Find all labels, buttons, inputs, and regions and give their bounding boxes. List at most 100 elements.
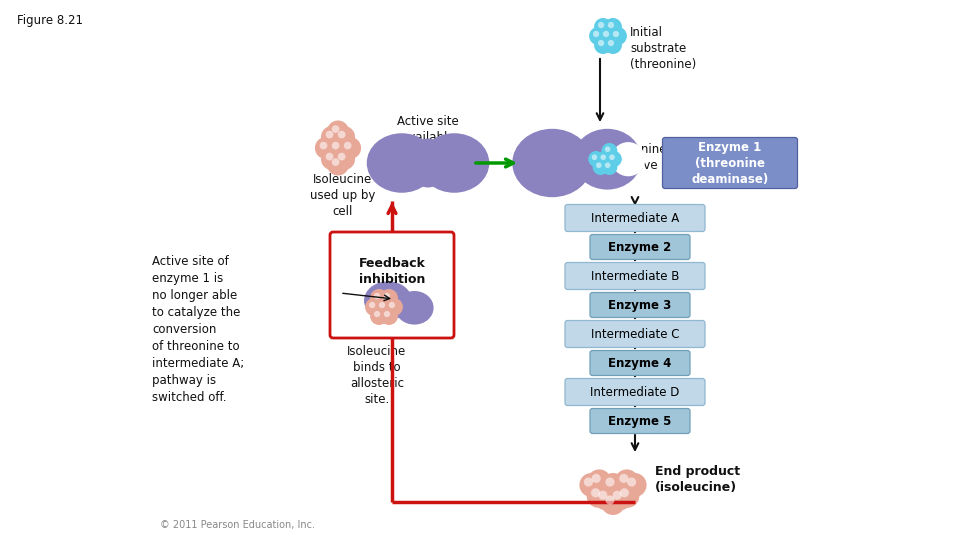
Text: Isoleucine
used up by
cell: Isoleucine used up by cell — [310, 173, 375, 218]
Circle shape — [321, 126, 343, 148]
Circle shape — [597, 151, 613, 167]
Circle shape — [374, 293, 380, 299]
Circle shape — [320, 141, 327, 150]
Circle shape — [325, 131, 333, 138]
Circle shape — [600, 154, 606, 160]
Circle shape — [610, 154, 614, 160]
Circle shape — [374, 311, 380, 317]
Text: Intermediate A: Intermediate A — [590, 212, 679, 225]
Circle shape — [612, 491, 622, 500]
Circle shape — [601, 491, 625, 515]
Ellipse shape — [420, 133, 490, 193]
Circle shape — [601, 143, 617, 159]
Circle shape — [623, 473, 647, 497]
Circle shape — [588, 151, 604, 167]
Circle shape — [604, 36, 622, 54]
Circle shape — [332, 141, 340, 150]
Ellipse shape — [573, 129, 641, 190]
Circle shape — [380, 307, 398, 325]
Circle shape — [601, 473, 625, 497]
Circle shape — [598, 40, 604, 46]
Text: © 2011 Pearson Education, Inc.: © 2011 Pearson Education, Inc. — [160, 520, 315, 530]
Text: Threonine
in active site: Threonine in active site — [607, 143, 683, 172]
Circle shape — [333, 148, 355, 170]
Circle shape — [321, 148, 343, 170]
Text: Active site
available: Active site available — [397, 115, 459, 144]
Text: Feedback
inhibition: Feedback inhibition — [359, 257, 425, 286]
Text: Isoleucine
binds to
allosteric
site.: Isoleucine binds to allosteric site. — [348, 345, 407, 406]
Circle shape — [591, 474, 601, 483]
Circle shape — [592, 159, 609, 175]
Text: Enzyme 4: Enzyme 4 — [609, 356, 672, 369]
Circle shape — [620, 488, 629, 497]
Text: Figure 8.21: Figure 8.21 — [17, 14, 83, 27]
FancyBboxPatch shape — [662, 138, 798, 188]
Circle shape — [606, 477, 614, 487]
Circle shape — [380, 289, 398, 307]
Circle shape — [580, 473, 604, 497]
Circle shape — [339, 137, 361, 159]
FancyBboxPatch shape — [565, 321, 705, 348]
Circle shape — [608, 22, 614, 28]
Circle shape — [598, 491, 608, 500]
FancyBboxPatch shape — [590, 408, 690, 434]
Circle shape — [594, 18, 612, 36]
Text: Enzyme 3: Enzyme 3 — [609, 299, 672, 312]
Circle shape — [612, 31, 619, 37]
Circle shape — [591, 488, 600, 497]
Circle shape — [606, 495, 614, 504]
FancyBboxPatch shape — [565, 262, 705, 289]
Circle shape — [587, 484, 611, 508]
Circle shape — [604, 18, 622, 36]
Circle shape — [338, 153, 346, 160]
Circle shape — [596, 163, 602, 168]
Circle shape — [375, 298, 393, 316]
Circle shape — [315, 137, 337, 159]
Circle shape — [588, 469, 612, 494]
Circle shape — [332, 125, 340, 133]
Circle shape — [601, 159, 617, 175]
Circle shape — [609, 27, 627, 45]
Circle shape — [369, 302, 375, 308]
Circle shape — [589, 27, 607, 45]
Text: Intermediate D: Intermediate D — [590, 386, 680, 399]
Circle shape — [608, 40, 614, 46]
Text: Enzyme 2: Enzyme 2 — [609, 240, 672, 253]
Text: Enzyme 5: Enzyme 5 — [609, 415, 672, 428]
Circle shape — [603, 31, 610, 37]
Circle shape — [615, 484, 639, 508]
FancyBboxPatch shape — [590, 293, 690, 318]
Circle shape — [385, 298, 403, 316]
Circle shape — [333, 126, 355, 148]
FancyBboxPatch shape — [590, 350, 690, 375]
Circle shape — [591, 154, 597, 160]
Circle shape — [389, 302, 396, 308]
FancyBboxPatch shape — [330, 232, 454, 338]
Circle shape — [609, 486, 633, 510]
Ellipse shape — [612, 142, 645, 176]
Circle shape — [627, 477, 636, 487]
Ellipse shape — [396, 291, 434, 325]
Circle shape — [594, 486, 618, 510]
Circle shape — [327, 153, 349, 176]
FancyBboxPatch shape — [590, 234, 690, 260]
Text: Intermediate B: Intermediate B — [590, 269, 679, 282]
Circle shape — [384, 293, 390, 299]
Circle shape — [370, 289, 388, 307]
Ellipse shape — [367, 133, 437, 193]
FancyBboxPatch shape — [565, 205, 705, 232]
Circle shape — [594, 36, 612, 54]
Circle shape — [606, 151, 622, 167]
Ellipse shape — [513, 129, 592, 197]
FancyBboxPatch shape — [565, 379, 705, 406]
Text: End product
(isoleucine): End product (isoleucine) — [655, 465, 740, 495]
Circle shape — [614, 469, 638, 494]
Circle shape — [379, 302, 385, 308]
Circle shape — [344, 141, 351, 150]
Circle shape — [327, 120, 349, 143]
Circle shape — [332, 158, 340, 166]
Ellipse shape — [409, 138, 447, 187]
Circle shape — [338, 131, 346, 138]
Circle shape — [593, 31, 599, 37]
Circle shape — [584, 477, 593, 487]
